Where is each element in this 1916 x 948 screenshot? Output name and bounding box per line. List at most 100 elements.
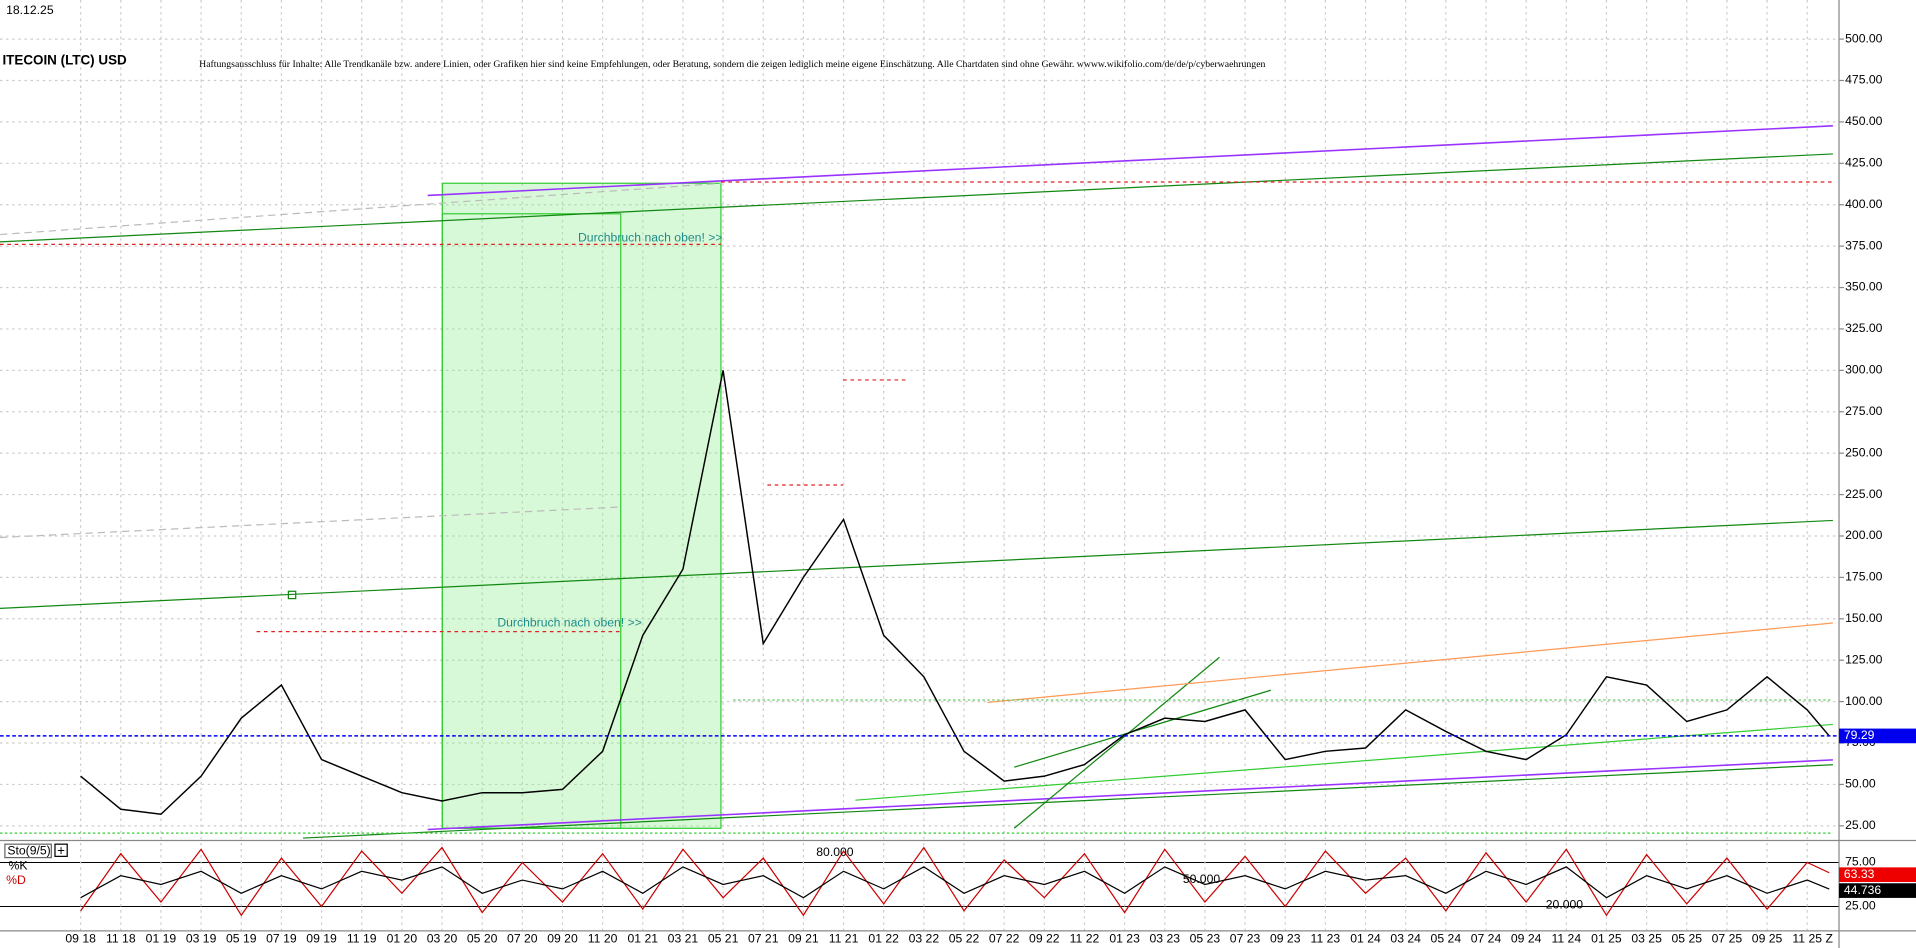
x-tick-label: 09 23 [1270, 932, 1301, 946]
y-tick-label: 25.00 [1845, 818, 1876, 832]
x-tick-label: 07 24 [1471, 932, 1502, 946]
indicator-label: 63.33 [1844, 867, 1875, 881]
x-tick-label: 11 24 [1551, 932, 1581, 946]
x-tick-label: 07 19 [266, 932, 297, 946]
price-label: 79.29 [1844, 728, 1875, 742]
trend-line [0, 506, 621, 539]
annotation: 20.000 [1546, 897, 1584, 911]
date: 18.12.25 [6, 3, 54, 17]
x-tick-label: 01 23 [1109, 932, 1140, 946]
x-tick-label: 01 21 [628, 932, 659, 946]
y-tick-label: 50.00 [1845, 777, 1876, 791]
series-line [80, 866, 1830, 899]
highlight-zone [441, 182, 722, 829]
trend-line [0, 519, 1833, 609]
y-tick-label: 450.00 [1845, 114, 1883, 128]
x-tick-label: 11 22 [1070, 932, 1100, 946]
trend-line [427, 125, 1833, 197]
x-tick-label: 01 20 [387, 932, 418, 946]
chart-title: ITECOIN (LTC) USD [2, 53, 127, 68]
x-tick-label: 03 25 [1631, 932, 1662, 946]
y-tick-label: 500.00 [1845, 31, 1883, 45]
x-tick-label: 05 19 [226, 932, 257, 946]
y-tick-label: 350.00 [1845, 280, 1883, 294]
trend-line [303, 764, 1833, 839]
y-tick-label: 425.00 [1845, 156, 1883, 170]
x-tick-label: 09 19 [306, 932, 337, 946]
x-tick-label: 05 25 [1671, 932, 1702, 946]
x-tick-label: 11 25 [1792, 932, 1822, 946]
x-tick-label: 01 22 [868, 932, 899, 946]
series-line [80, 370, 1830, 816]
y-tick-label: 250.00 [1845, 445, 1883, 459]
price-label-box [1839, 728, 1916, 744]
y-tick-label: 400.00 [1845, 197, 1883, 211]
marker [287, 590, 297, 600]
x-tick-label: 09 25 [1752, 932, 1783, 946]
x-tick-label: 11 19 [347, 932, 377, 946]
x-tick-label: 11 21 [829, 932, 859, 946]
trend-line [0, 182, 721, 236]
y-tick-label: 475.00 [1845, 73, 1883, 87]
x-tick-label: 05 21 [708, 932, 739, 946]
trend-line [1014, 689, 1271, 768]
y-tick-label: 375.00 [1845, 238, 1883, 252]
x-tick-label: Z [1826, 932, 1834, 946]
x-tick-label: 05 23 [1190, 932, 1221, 946]
trend-line [987, 622, 1833, 704]
highlight-zone [441, 213, 622, 829]
x-tick-label: 09 21 [788, 932, 819, 946]
x-tick-label: 03 22 [909, 932, 940, 946]
expand-button[interactable] [54, 843, 68, 857]
x-tick-label: 05 24 [1431, 932, 1462, 946]
x-tick-label: 07 25 [1712, 932, 1743, 946]
x-tick-label: 09 18 [65, 932, 96, 946]
annotation: Durchbruch nach oben! >> [497, 615, 642, 629]
indicator-box [4, 843, 52, 859]
x-tick-label: 01 19 [146, 932, 177, 946]
x-tick-label: 11 20 [588, 932, 618, 946]
x-tick-label: 11 23 [1311, 932, 1341, 946]
y-tick-label: 325.00 [1845, 321, 1883, 335]
x-tick-label: 05 20 [467, 932, 498, 946]
marks [0, 370, 1840, 917]
x-tick-label: 05 22 [949, 932, 980, 946]
x-tick-label: 03 21 [668, 932, 699, 946]
x-tick-label: 09 24 [1511, 932, 1542, 946]
disclaimer: Haftungsausschluss für Inhalte: Alle Tre… [199, 59, 1265, 70]
y-tick-label: 300.00 [1845, 363, 1883, 377]
y-tick-label: 25.00 [1845, 899, 1876, 913]
y-tick-label: 175.00 [1845, 570, 1883, 584]
x-tick-label: 01 24 [1350, 932, 1381, 946]
y-tick-label: 200.00 [1845, 528, 1883, 542]
x-tick-label: 07 23 [1230, 932, 1261, 946]
drawings [0, 125, 1833, 839]
annotation: Durchbruch nach oben! >> [578, 230, 723, 244]
y-tick-label: 75.00 [1845, 855, 1876, 869]
x-tick-label: 07 21 [748, 932, 779, 946]
y-tick-label: 275.00 [1845, 404, 1883, 418]
x-tick-label: 03 20 [427, 932, 458, 946]
series-line [80, 846, 1830, 917]
indicator-label-box [1839, 883, 1916, 898]
x-tick-label: 01 25 [1591, 932, 1622, 946]
x-tick-label: 07 22 [989, 932, 1020, 946]
trend-line [855, 723, 1833, 801]
legend-entry: %D [6, 873, 26, 887]
indicator-label-box [1839, 867, 1916, 883]
x-tick-label: 03 24 [1390, 932, 1421, 946]
annotation: 80.000 [816, 845, 854, 859]
expand-icon[interactable]: + [57, 843, 65, 858]
x-tick-label: 03 23 [1150, 932, 1181, 946]
trend-line [427, 759, 1833, 831]
y-tick-label: 225.00 [1845, 487, 1883, 501]
y-tick-label: 125.00 [1845, 652, 1883, 666]
trend-line [1013, 656, 1220, 829]
annotation: 50.000 [1183, 872, 1221, 886]
indicator-title: Sto(9/5) [7, 844, 50, 858]
x-tick-label: 11 18 [106, 932, 136, 946]
x-tick-label: 09 20 [547, 932, 578, 946]
